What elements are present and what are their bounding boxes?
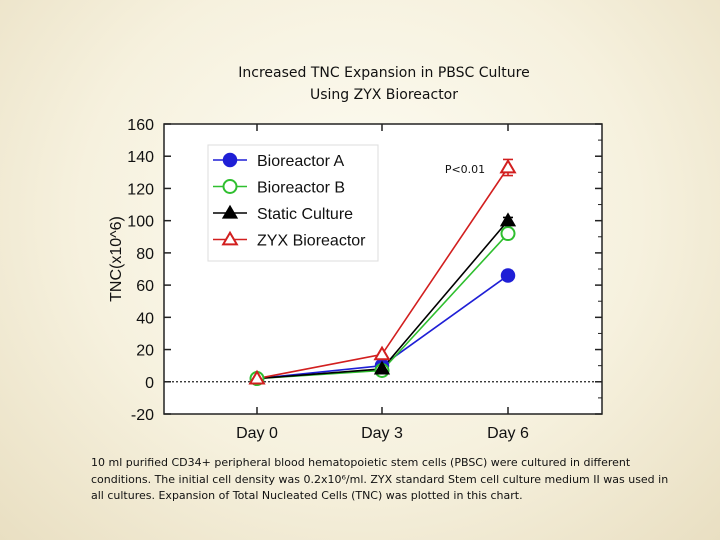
y-tick-label: 0 xyxy=(145,375,154,392)
legend-label: Static Culture xyxy=(257,206,353,223)
chart-title-line-1: Increased TNC Expansion in PBSC Culture xyxy=(238,65,530,81)
y-tick-label: 40 xyxy=(136,310,154,327)
legend-label: Bioreactor A xyxy=(257,153,344,170)
legend-marker xyxy=(221,230,239,246)
caption-line-1: 10 ml purified CD34+ peripheral blood he… xyxy=(91,456,631,469)
chart-caption: 10 ml purified CD34+ peripheral blood he… xyxy=(91,455,691,505)
data-point xyxy=(373,360,391,375)
y-tick-label: 80 xyxy=(136,246,154,263)
data-point xyxy=(373,345,391,361)
y-tick-label: 120 xyxy=(127,181,154,198)
significance-annotation: P<0.01 xyxy=(445,163,485,176)
caption-line-3: all cultures. Expansion of Total Nucleat… xyxy=(91,489,523,502)
legend-marker xyxy=(222,179,238,194)
data-point xyxy=(248,369,266,385)
y-tick-label: 100 xyxy=(127,214,154,231)
caption-line-2: conditions. The initial cell density was… xyxy=(91,472,669,486)
y-axis-label: TNC(x10^6) xyxy=(108,216,125,302)
legend-label: ZYX Bioreactor xyxy=(257,233,366,250)
x-tick-label: Day 0 xyxy=(236,425,278,442)
legend-label: Bioreactor B xyxy=(257,180,345,197)
x-tick-label: Day 6 xyxy=(487,425,529,442)
y-tick-label: 60 xyxy=(136,278,154,295)
data-point xyxy=(499,158,517,174)
data-point xyxy=(500,226,516,242)
y-tick-label: 140 xyxy=(127,149,154,166)
legend-marker xyxy=(221,204,239,219)
chart-title-line-2: Using ZYX Bioreactor xyxy=(309,87,459,103)
y-tick-label: 160 xyxy=(127,117,154,134)
y-tick-label: -20 xyxy=(131,407,154,424)
chart-title: Increased TNC Expansion in PBSC Culture … xyxy=(184,62,584,106)
y-tick-label: 20 xyxy=(136,343,154,360)
data-point xyxy=(499,212,517,227)
x-tick-label: Day 3 xyxy=(361,425,403,442)
legend-marker xyxy=(222,152,238,168)
data-point xyxy=(500,268,516,283)
